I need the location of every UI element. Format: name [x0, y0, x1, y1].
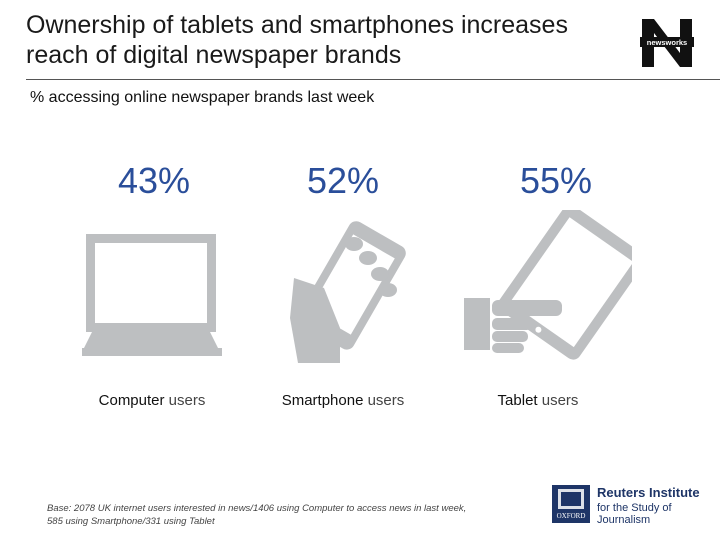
reuters-institute-subtitle: for the Study of Journalism	[597, 502, 672, 526]
tablet-label: Tablet users	[438, 392, 638, 409]
computer-percent: 43%	[117, 160, 191, 201]
smartphone-percent: 52%	[306, 160, 380, 201]
newsworks-logo: newsworks	[640, 17, 694, 69]
page-title: Ownership of tablets and smartphones inc…	[26, 10, 616, 70]
smartphone-label: Smartphone users	[243, 392, 443, 409]
footnote-line-2: 585 using Smartphone/331 using Tablet	[47, 516, 215, 527]
base-footnote: Base: 2078 UK internet users interested …	[47, 502, 517, 528]
title-line-1: Ownership of tablets and smartphones inc…	[26, 11, 568, 39]
title-line-2: reach of digital newspaper brands	[26, 41, 402, 69]
computer-label-rest: users	[164, 392, 206, 409]
footnote-line-1: Base: 2078 UK internet users interested …	[47, 503, 467, 514]
logo-text: newsworks	[647, 38, 687, 47]
computer-label: Computer users	[52, 392, 252, 409]
reuters-institute-name: Reuters Institute	[597, 485, 700, 500]
tablet-label-bold: Tablet	[497, 392, 538, 409]
smartphone-in-hand-icon	[290, 221, 406, 363]
tablet-pointing-icon	[464, 210, 632, 360]
tablet-label-rest: users	[537, 392, 579, 409]
tablet-percent: 55%	[519, 160, 593, 201]
title-divider	[26, 79, 720, 80]
oxford-crest-logo: OXFORD	[552, 485, 590, 523]
chart-subtitle: % accessing online newspaper brands last…	[30, 89, 375, 106]
computer-icon	[82, 234, 222, 356]
oxford-text: OXFORD	[557, 512, 586, 520]
computer-label-bold: Computer	[98, 392, 165, 409]
smartphone-label-rest: users	[363, 392, 405, 409]
smartphone-label-bold: Smartphone	[281, 392, 364, 409]
